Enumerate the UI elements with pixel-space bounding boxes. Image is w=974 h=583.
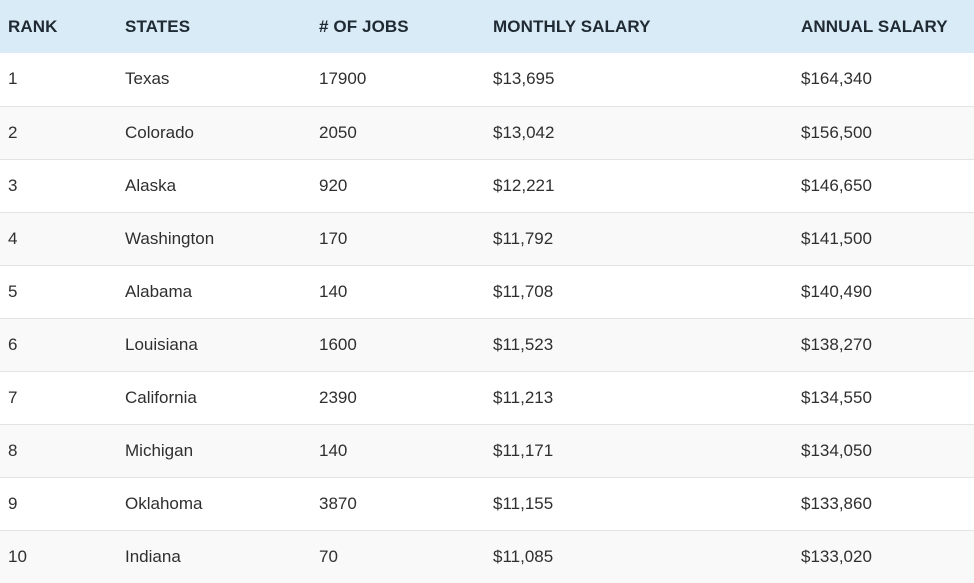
cell-rank: 5 bbox=[8, 281, 18, 301]
table-row: 6 Louisiana 1600 $11,523 $138,270 bbox=[0, 318, 974, 371]
cell-annual-salary: $134,050 bbox=[801, 440, 872, 460]
cell-state: Michigan bbox=[125, 440, 194, 460]
cell-jobs: 1600 bbox=[319, 334, 357, 354]
cell-monthly-salary: $13,042 bbox=[493, 122, 555, 142]
cell-state: Oklahoma bbox=[125, 493, 203, 513]
cell-rank: 6 bbox=[8, 334, 18, 354]
table-row: 5 Alabama 140 $11,708 $140,490 bbox=[0, 265, 974, 318]
cell-state: Washington bbox=[125, 228, 215, 248]
header-states: STATES bbox=[125, 16, 191, 36]
cell-state: Alaska bbox=[125, 175, 177, 195]
cell-state: Louisiana bbox=[125, 334, 198, 354]
cell-annual-salary: $146,650 bbox=[801, 175, 872, 195]
cell-rank: 10 bbox=[8, 546, 27, 566]
cell-jobs: 17900 bbox=[319, 69, 367, 89]
cell-rank: 4 bbox=[8, 228, 18, 248]
table-row: 8 Michigan 140 $11,171 $134,050 bbox=[0, 424, 974, 477]
header-monthly-salary: MONTHLY SALARY bbox=[493, 16, 651, 36]
table-row: 10 Indiana 70 $11,085 $133,020 bbox=[0, 530, 974, 583]
table-row: 9 Oklahoma 3870 $11,155 $133,860 bbox=[0, 477, 974, 530]
cell-jobs: 3870 bbox=[319, 493, 357, 513]
cell-annual-salary: $141,500 bbox=[801, 228, 872, 248]
cell-rank: 9 bbox=[8, 493, 18, 513]
cell-monthly-salary: $11,213 bbox=[493, 387, 554, 407]
cell-jobs: 170 bbox=[319, 228, 348, 248]
cell-state: Colorado bbox=[125, 122, 194, 142]
header-row: RANK STATES # OF JOBS MONTHLY SALARY ANN… bbox=[0, 0, 974, 53]
cell-rank: 2 bbox=[8, 122, 18, 142]
cell-rank: 8 bbox=[8, 440, 18, 460]
cell-monthly-salary: $13,695 bbox=[493, 69, 555, 89]
table-row: 2 Colorado 2050 $13,042 $156,500 bbox=[0, 106, 974, 159]
table-row: 7 California 2390 $11,213 $134,550 bbox=[0, 371, 974, 424]
cell-monthly-salary: $11,792 bbox=[493, 228, 554, 248]
cell-state: Texas bbox=[125, 69, 170, 89]
cell-state: California bbox=[125, 387, 197, 407]
cell-jobs: 2050 bbox=[319, 122, 357, 142]
cell-monthly-salary: $11,171 bbox=[493, 440, 554, 460]
cell-state: Alabama bbox=[125, 281, 193, 301]
cell-rank: 1 bbox=[8, 69, 18, 89]
table-body: 1 Texas 17900 $13,695 $164,340 2 Colorad… bbox=[0, 53, 974, 583]
cell-rank: 7 bbox=[8, 387, 18, 407]
table-row: 3 Alaska 920 $12,221 $146,650 bbox=[0, 159, 974, 212]
cell-state: Indiana bbox=[125, 546, 181, 566]
cell-annual-salary: $140,490 bbox=[801, 281, 872, 301]
table-row: 4 Washington 170 $11,792 $141,500 bbox=[0, 212, 974, 265]
cell-monthly-salary: $11,523 bbox=[493, 334, 554, 354]
cell-jobs: 140 bbox=[319, 440, 348, 460]
table-header: RANK STATES # OF JOBS MONTHLY SALARY ANN… bbox=[0, 0, 974, 53]
cell-jobs: 2390 bbox=[319, 387, 357, 407]
cell-annual-salary: $133,020 bbox=[801, 546, 872, 566]
cell-jobs: 70 bbox=[319, 546, 338, 566]
cell-monthly-salary: $12,221 bbox=[493, 175, 555, 195]
cell-annual-salary: $133,860 bbox=[801, 493, 872, 513]
header-jobs: # OF JOBS bbox=[319, 16, 409, 36]
cell-annual-salary: $138,270 bbox=[801, 334, 872, 354]
cell-annual-salary: $164,340 bbox=[801, 69, 872, 89]
table-row: 1 Texas 17900 $13,695 $164,340 bbox=[0, 53, 974, 106]
cell-monthly-salary: $11,155 bbox=[493, 493, 554, 513]
header-rank: RANK bbox=[8, 16, 58, 36]
cell-monthly-salary: $11,708 bbox=[493, 281, 554, 301]
cell-jobs: 920 bbox=[319, 175, 348, 195]
header-annual-salary: ANNUAL SALARY bbox=[801, 16, 948, 36]
cell-annual-salary: $156,500 bbox=[801, 122, 872, 142]
cell-jobs: 140 bbox=[319, 281, 348, 301]
cell-monthly-salary: $11,085 bbox=[493, 546, 554, 566]
cell-rank: 3 bbox=[8, 175, 18, 195]
cell-annual-salary: $134,550 bbox=[801, 387, 872, 407]
